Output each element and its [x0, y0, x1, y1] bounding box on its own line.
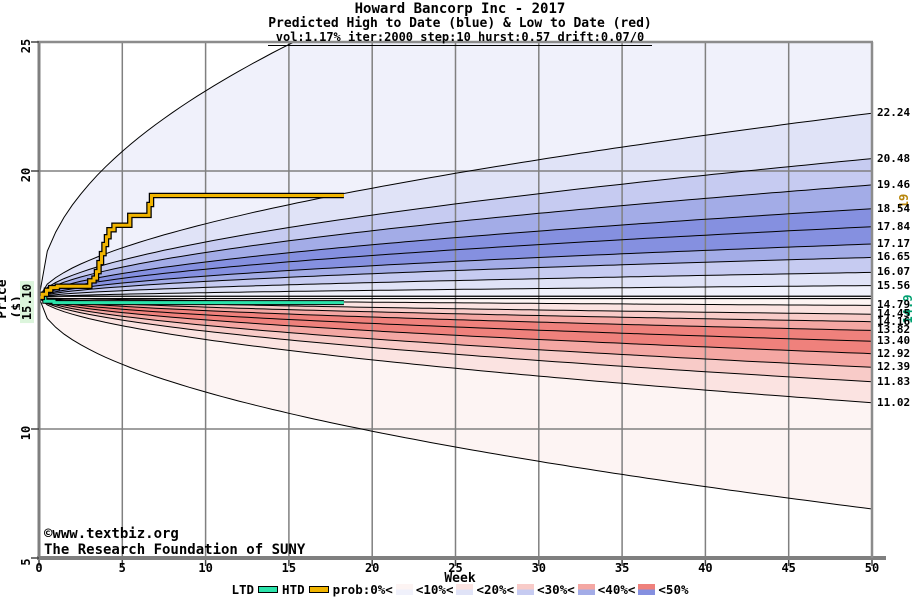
legend-prob-label-3: <30%< [537, 582, 575, 597]
ltd-line-swatch [258, 586, 279, 593]
quantile-curve-4 [39, 208, 872, 298]
quantile-curve-21 [39, 297, 872, 510]
legend-prob-swatch-4 [638, 584, 656, 595]
htd-line-swatch [308, 586, 329, 593]
x-tick-label-45: 45 [781, 561, 796, 575]
right-quantile-label-17.17: 17.17 [877, 237, 911, 250]
watermark-org: The Research Foundation of SUNY [44, 542, 306, 558]
legend-prob-swatch-3 [577, 584, 595, 595]
low-fan-band-4 [39, 297, 872, 342]
right-quantile-label-14.45: 14.45 [877, 307, 911, 321]
legend-prob-swatch-1 [456, 584, 474, 595]
right-quantile-label-18.54: 18.54 [877, 201, 911, 215]
quantile-curve-7 [39, 256, 872, 298]
quantile-curve-18 [39, 296, 872, 368]
right-quantile-label-13.40: 13.40 [877, 334, 911, 348]
x-tick-label-35: 35 [614, 561, 630, 575]
x-tick-label-25: 25 [448, 561, 463, 575]
high-fan-band-1 [39, 113, 872, 298]
right-quantile-label-16.07: 16.07 [877, 265, 911, 279]
legend-probability-items: prob:0%< <10%< <20%< <30%< <40%< <50% [332, 583, 690, 596]
chart-header: Howard Bancorp Inc - 2017 Predicted High… [0, 2, 920, 46]
right-quantile-label-19.46: 19.46 [877, 177, 911, 191]
y-tick-label-20: 20 [19, 167, 33, 183]
x-tick-label-20: 20 [364, 561, 380, 575]
legend-prob-label-0: prob:0%< [332, 582, 393, 597]
quantile-curve-1 [39, 112, 872, 298]
quantile-curve-19 [39, 296, 872, 383]
quantile-curve-0 [39, 42, 295, 298]
right-quantile-label-11.83: 11.83 [877, 374, 911, 388]
watermark-url[interactable]: ©www.textbiz.org [44, 526, 179, 542]
quantile-curve-14 [39, 296, 872, 323]
right-quantile-label-15.56: 15.56 [877, 278, 911, 292]
legend-ltd-label: LTD [231, 582, 255, 597]
quantile-curve-17 [39, 296, 872, 355]
x-tick-label-40: 40 [698, 561, 713, 575]
watermark: ©www.textbiz.org The Research Foundation… [44, 526, 305, 558]
legend: LTD HTD prob:0%< <10%< <20%< <30%< <40%< <50% [0, 583, 920, 596]
high-fan-band-5 [39, 226, 872, 298]
quantile-curve-8 [39, 271, 872, 298]
high-fan-band-3 [39, 184, 872, 298]
low-fan-band-7 [39, 297, 872, 382]
legend-prob-label-1: <10%< [415, 582, 454, 597]
x-tick-label-15: 15 [281, 561, 297, 575]
x-tick-label-0: 0 [35, 561, 43, 575]
right-quantile-label-12.39: 12.39 [877, 360, 911, 374]
right-quantile-label-12.92: 12.92 [877, 346, 911, 360]
legend-prob-swatch-0 [395, 584, 413, 595]
quantile-curve-16 [39, 296, 872, 342]
right-quantile-label-11.02: 11.02 [877, 395, 911, 409]
htd-line [39, 194, 344, 299]
x-tick-label-5: 5 [118, 561, 126, 575]
legend-prob-label-2: <20%< [476, 582, 515, 597]
start-price-label: 15.10 [20, 280, 34, 324]
quantile-curve-6 [39, 243, 872, 298]
chart-title: Howard Bancorp Inc - 2017 [354, 1, 566, 17]
quantile-curve-20 [39, 297, 872, 404]
x-tick-label-30: 30 [531, 561, 547, 575]
y-tick-label-5: 5 [19, 558, 33, 566]
low-fan-band-5 [39, 297, 872, 354]
right-quantile-label-17.84: 17.84 [877, 219, 911, 233]
legend-prob-swatch-2 [517, 584, 535, 595]
right-quantile-label-16.65: 16.65 [877, 250, 911, 264]
right-quantile-label-14.16: 14.16 [877, 314, 911, 328]
quantile-curve-5 [39, 226, 872, 298]
y-tick-label-10: 10 [19, 425, 33, 441]
low-fan-band-6 [39, 297, 872, 368]
high-fan-band-6 [39, 244, 872, 298]
x-axis-title: Week [444, 571, 476, 586]
plot-area [39, 42, 872, 558]
quantile-curve-2 [39, 158, 872, 298]
quantile-curve-9 [39, 285, 872, 298]
right-quantile-label-20.48: 20.48 [877, 151, 911, 165]
right-quantile-label-14.79: 14.79 [877, 298, 911, 312]
low-fan-band-8 [39, 297, 872, 403]
right-quantile-label-13.82: 13.82 [877, 323, 911, 337]
high-fan-band-2 [39, 158, 872, 298]
chart-subtitle: Predicted High to Date (blue) & Low to D… [268, 16, 652, 31]
right-quantile-label-22.24: 22.24 [877, 106, 911, 120]
quantile-curve-15 [39, 296, 872, 331]
high-fan-band-4 [39, 208, 872, 298]
chart-header-block: Howard Bancorp Inc - 2017 Predicted High… [268, 2, 652, 46]
x-tick-label-10: 10 [198, 561, 213, 575]
chart-params: vol:1.17% iter:2000 step:10 hurst:0.57 d… [275, 30, 645, 44]
quantile-curve-3 [39, 184, 872, 298]
x-tick-label-50: 50 [864, 561, 880, 575]
legend-htd-label: HTD [282, 582, 305, 597]
legend-prob-label-4: <40%< [597, 582, 636, 597]
legend-prob-label-5: <50% [658, 582, 689, 597]
